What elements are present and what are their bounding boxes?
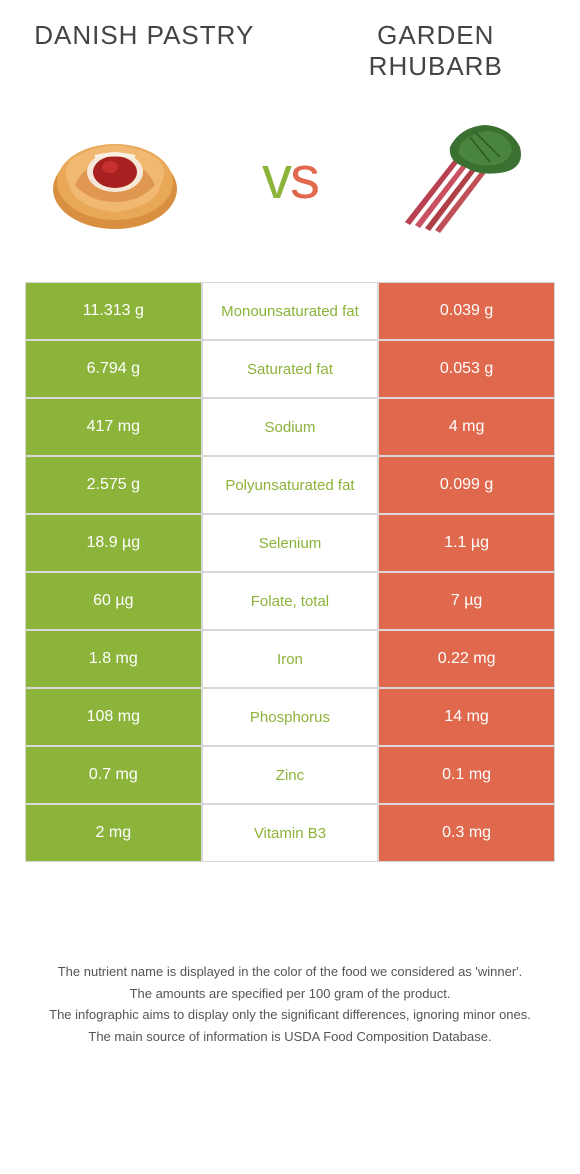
right-value-cell: 0.039 g [378,282,555,340]
right-value-cell: 1.1 µg [378,514,555,572]
nutrient-name-cell: Folate, total [202,572,379,630]
left-value-cell: 1.8 mg [25,630,202,688]
nutrient-table: 11.313 gMonounsaturated fat0.039 g6.794 … [25,282,555,862]
table-row: 18.9 µgSelenium1.1 µg [25,514,555,572]
footer-line-1: The nutrient name is displayed in the co… [35,962,545,982]
image-row: vs [25,112,555,242]
footer-line-4: The main source of information is USDA F… [35,1027,545,1047]
header-row: Danish pastry Garden rhubarb [25,20,555,82]
right-value-cell: 14 mg [378,688,555,746]
table-row: 11.313 gMonounsaturated fat0.039 g [25,282,555,340]
vs-v: v [262,144,290,211]
table-row: 60 µgFolate, total7 µg [25,572,555,630]
left-value-cell: 2 mg [25,804,202,862]
right-value-cell: 0.1 mg [378,746,555,804]
left-value-cell: 417 mg [25,398,202,456]
left-value-cell: 0.7 mg [25,746,202,804]
footer-text: The nutrient name is displayed in the co… [25,962,555,1046]
right-value-cell: 0.053 g [378,340,555,398]
table-row: 0.7 mgZinc0.1 mg [25,746,555,804]
danish-pastry-icon [40,117,190,237]
table-row: 108 mgPhosphorus14 mg [25,688,555,746]
table-row: 2 mgVitamin B30.3 mg [25,804,555,862]
nutrient-name-cell: Sodium [202,398,379,456]
right-food-title: Garden rhubarb [317,20,556,82]
left-food-title: Danish pastry [25,20,264,51]
infographic-container: Danish pastry Garden rhubarb vs [0,0,580,1068]
left-value-cell: 11.313 g [25,282,202,340]
nutrient-name-cell: Phosphorus [202,688,379,746]
rhubarb-icon [390,117,540,237]
nutrient-name-cell: Zinc [202,746,379,804]
left-value-cell: 18.9 µg [25,514,202,572]
vs-label: vs [262,143,318,212]
table-row: 2.575 gPolyunsaturated fat0.099 g [25,456,555,514]
nutrient-name-cell: Polyunsaturated fat [202,456,379,514]
left-value-cell: 60 µg [25,572,202,630]
nutrient-name-cell: Vitamin B3 [202,804,379,862]
left-value-cell: 6.794 g [25,340,202,398]
right-value-cell: 0.099 g [378,456,555,514]
vs-s: s [290,144,318,211]
nutrient-name-cell: Iron [202,630,379,688]
right-value-cell: 0.22 mg [378,630,555,688]
left-value-cell: 108 mg [25,688,202,746]
table-row: 417 mgSodium4 mg [25,398,555,456]
table-row: 1.8 mgIron0.22 mg [25,630,555,688]
right-food-image [385,112,545,242]
footer-line-2: The amounts are specified per 100 gram o… [35,984,545,1004]
right-value-cell: 0.3 mg [378,804,555,862]
left-value-cell: 2.575 g [25,456,202,514]
nutrient-name-cell: Selenium [202,514,379,572]
right-value-cell: 4 mg [378,398,555,456]
nutrient-name-cell: Monounsaturated fat [202,282,379,340]
left-food-image [35,112,195,242]
nutrient-name-cell: Saturated fat [202,340,379,398]
footer-line-3: The infographic aims to display only the… [35,1005,545,1025]
table-row: 6.794 gSaturated fat0.053 g [25,340,555,398]
right-value-cell: 7 µg [378,572,555,630]
